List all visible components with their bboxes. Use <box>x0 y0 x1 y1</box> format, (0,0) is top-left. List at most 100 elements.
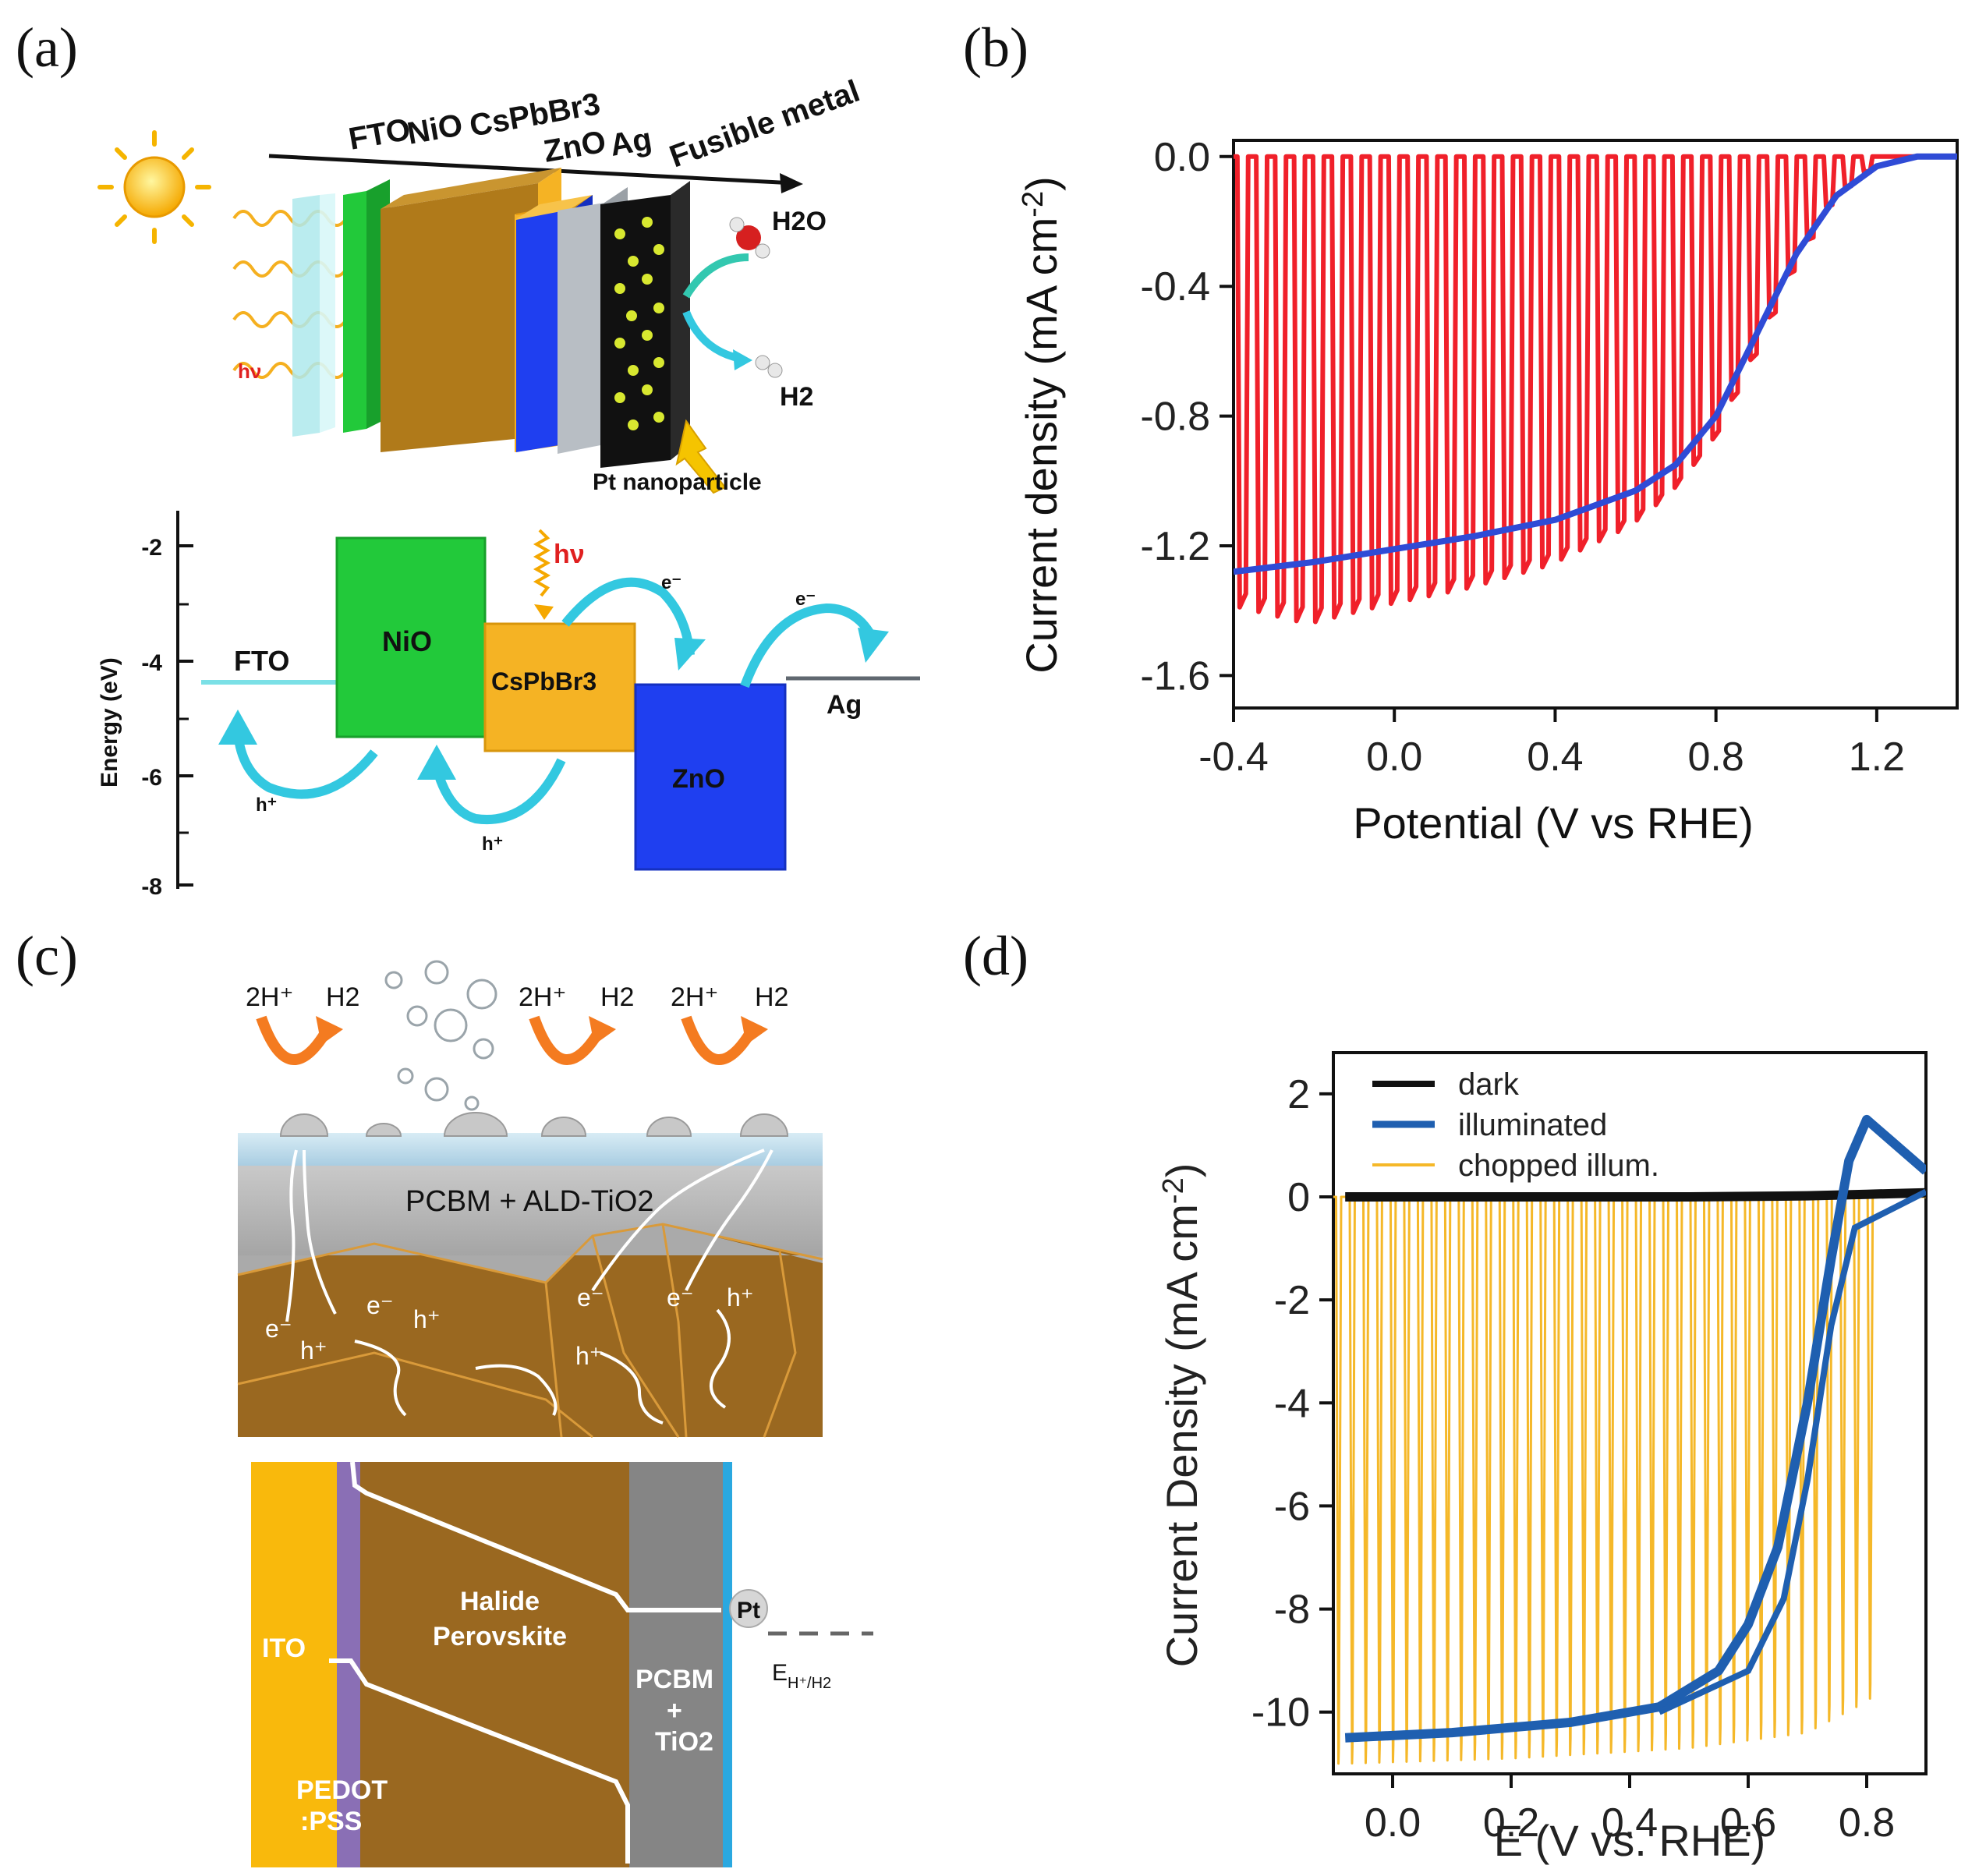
energy-tick: -2 <box>141 535 162 561</box>
hole-label: h⁺ <box>413 1305 441 1333</box>
hv-label: hν <box>554 540 585 569</box>
h2-label: H2 <box>780 382 813 412</box>
plot-frame <box>1232 139 1959 710</box>
y-tick-label: -6 <box>1274 1484 1310 1529</box>
cspbbr3-band <box>483 622 636 752</box>
y-axis-label: Current density (mA cm-2) <box>1017 176 1066 674</box>
x-axis-label: E (V vs. RHE) <box>1494 1816 1765 1865</box>
y-tick-label: -8 <box>1274 1588 1310 1633</box>
layer-arrow <box>268 154 796 186</box>
ito-label: ITO <box>262 1634 306 1663</box>
layer-label-fto: FTO <box>346 112 413 157</box>
pt-nanoparticle-label: Pt nanoparticle <box>593 469 762 495</box>
band-label-nio: NiO <box>382 625 432 657</box>
y-tick-label: -2 <box>1274 1278 1310 1323</box>
band-label-fto: FTO <box>234 645 289 677</box>
pt-icon <box>729 1589 768 1628</box>
x-tick-label: 0.8 <box>1688 734 1744 780</box>
y-axis-label-sup: -2 <box>1157 1177 1190 1204</box>
pcbm-label-line1: PCBM <box>635 1665 713 1694</box>
panel-d-chart: 0.0 0.2 0.4 0.6 0.8 2 0 -2 -4 -6 -8 -10 dark illumina… <box>967 916 1986 1876</box>
h2o-molecule-icon <box>729 217 770 259</box>
nio-band <box>335 536 487 738</box>
y-axis-label: Current Density (mA cm-2) <box>1157 1163 1206 1668</box>
layer-arrow-head <box>780 173 803 193</box>
y-axis-label-main: Current density (mA cm <box>1017 218 1066 674</box>
layer-label-ag: Ag <box>607 122 654 163</box>
perovskite-label-line1: Halide <box>460 1587 540 1616</box>
pt-pointer-arrow <box>675 419 727 494</box>
plot-area <box>1234 153 1957 625</box>
x-tick-label: 0.8 <box>1839 1800 1895 1846</box>
h2-label: H2 <box>755 982 788 1012</box>
panel-label-d: (d) <box>963 925 1028 987</box>
x-tick-label: 1.2 <box>1849 734 1905 780</box>
band-label-ag: Ag <box>827 690 862 720</box>
band-diagram: -2 -4 -6 -8 Energy (eV) FTO NiO CsPbBr3 … <box>97 511 920 900</box>
x-axis-label: Potential (V vs RHE) <box>1353 798 1754 848</box>
energy-tick: -6 <box>141 765 162 791</box>
legend-label: dark <box>1458 1067 1520 1102</box>
series-line-illuminated-reverse <box>1658 1188 1926 1715</box>
h2-label: H2 <box>600 982 634 1012</box>
y-axis-label-sup: -2 <box>1017 191 1050 218</box>
layer-label-nio: NiO <box>405 108 466 151</box>
pedot-label-line1: PEDOT <box>296 1775 388 1805</box>
series-line-chopped <box>1234 154 1957 625</box>
y-tick-label: -1.2 <box>1140 524 1210 569</box>
perovskite-label-line2: Perovskite <box>433 1622 567 1651</box>
y-axis-label-close: ) <box>1017 176 1066 191</box>
series-line-chopped-illum- <box>1333 1195 1926 1765</box>
x-tick-label: 0.6 <box>1720 1800 1776 1846</box>
pedot-region <box>337 1462 360 1867</box>
reaction-arrows <box>256 1015 758 1065</box>
panel-d-svg: 0.0 0.2 0.4 0.6 0.8 2 0 -2 -4 -6 -8 -10 dark illumina… <box>1157 1051 1928 1865</box>
panel-label-c: (c) <box>16 925 78 987</box>
redox-label-sub: H⁺/H2 <box>788 1675 831 1692</box>
panel-c-diagram: 2H⁺ H2 2H⁺ H2 2H⁺ H2 PCBM + ALD-TiO2 e⁻ … <box>0 916 959 1876</box>
legend-label: illuminated <box>1458 1108 1607 1142</box>
nio-layer <box>343 191 366 433</box>
electron-label: e⁻ <box>661 572 681 593</box>
proton-label: 2H⁺ <box>519 982 566 1012</box>
carrier-paths <box>285 1149 774 1425</box>
tio2-edge <box>723 1462 732 1867</box>
carrier-arrows <box>233 577 878 824</box>
layer-labels: FTO NiO CsPbBr3 ZnO Ag Fusible metal <box>346 74 864 175</box>
pt-label: Pt <box>737 1598 760 1623</box>
y-tick-label: -0.8 <box>1140 395 1210 440</box>
legend-label: chopped illum. <box>1458 1149 1659 1183</box>
proton-label: 2H⁺ <box>246 982 293 1012</box>
y-tick-label: -0.4 <box>1140 264 1210 310</box>
pcbm-ald-tio2-label: PCBM + ALD-TiO2 <box>405 1185 654 1218</box>
pt-nanoparticles <box>614 217 664 430</box>
redox-label: EH⁺/H2 <box>772 1660 831 1692</box>
fto-layer <box>292 195 320 437</box>
cspbbr3-layer <box>381 183 538 452</box>
plot-area <box>1333 1114 1926 1765</box>
ito-region <box>251 1462 337 1867</box>
y-tick-label: 0.0 <box>1154 135 1210 180</box>
perovskite-grains <box>238 1224 823 1437</box>
h2o-label: H2O <box>772 207 827 236</box>
energy-tick: -4 <box>141 650 162 676</box>
hole-label: h⁺ <box>482 834 503 855</box>
electron-label: e⁻ <box>795 589 816 610</box>
reaction-arrow <box>682 253 749 299</box>
h2-molecule-icon <box>755 355 783 378</box>
x-tick-label: 0.0 <box>1365 1800 1421 1846</box>
hole-label: h⁺ <box>256 795 277 816</box>
hv-fragment-label: hν <box>238 359 261 383</box>
electron-label: e⁻ <box>265 1315 292 1343</box>
energy-axis-label: Energy (eV) <box>97 657 122 788</box>
sun-icon <box>97 130 211 244</box>
h2-label: H2 <box>326 982 359 1012</box>
pcbm-label-line3: TiO2 <box>655 1727 713 1757</box>
x-tick-label: 0.0 <box>1366 734 1422 780</box>
x-tick-label: 0.2 <box>1483 1800 1539 1846</box>
electron-label: e⁻ <box>366 1291 394 1319</box>
x-tick-label: -0.4 <box>1198 734 1269 780</box>
y-tick-label: -4 <box>1274 1381 1310 1426</box>
y-tick-label: 2 <box>1287 1072 1310 1117</box>
electron-label: e⁻ <box>577 1283 604 1311</box>
